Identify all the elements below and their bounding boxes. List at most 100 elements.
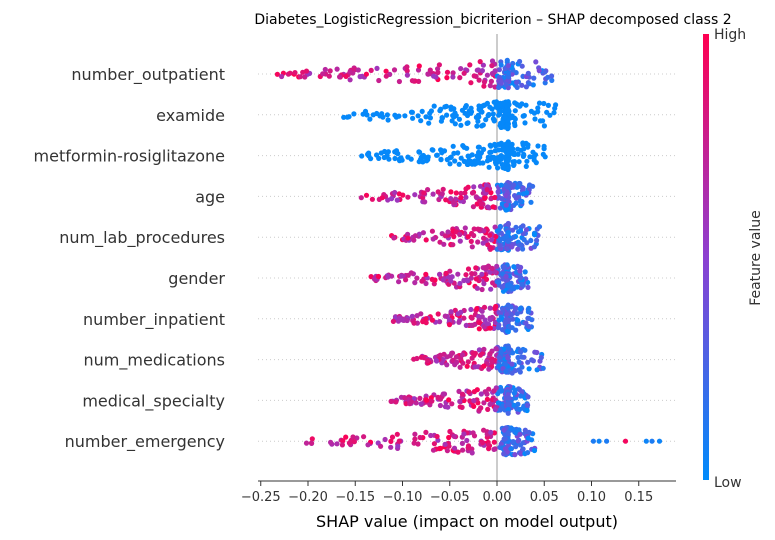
shap-dot <box>524 158 530 164</box>
shap-dot <box>396 78 402 85</box>
shap-dot <box>536 68 542 74</box>
shap-dot <box>389 434 396 440</box>
shap-dot <box>484 396 490 402</box>
shap-dot <box>467 62 473 68</box>
shap-dot <box>466 389 472 395</box>
shap-dot <box>340 438 346 444</box>
shap-dot <box>474 123 480 129</box>
shap-dot <box>448 154 454 160</box>
shap-dot <box>457 75 463 81</box>
feature-row-dots <box>359 139 548 173</box>
shap-dot <box>509 361 515 367</box>
shap-dot <box>400 192 406 198</box>
shap-dot <box>541 100 547 107</box>
shap-dot <box>480 122 486 128</box>
shap-dot <box>419 108 425 114</box>
shap-dot <box>402 113 408 119</box>
x-tick-label: 0.10 <box>577 490 606 505</box>
feature-row-dots <box>303 425 663 458</box>
shap-dot <box>423 320 429 326</box>
shap-dot <box>351 111 357 117</box>
shap-dot <box>477 59 483 65</box>
feature-label: medical_specialty <box>82 391 225 411</box>
shap-dot <box>368 156 374 162</box>
shap-dot <box>341 114 347 120</box>
shap-dot <box>457 280 463 287</box>
shap-dot <box>481 427 487 433</box>
shap-dot <box>508 304 514 310</box>
shap-dot <box>476 313 482 320</box>
shap-dot <box>479 314 485 320</box>
shap-dot <box>384 112 390 118</box>
shap-dot <box>505 329 511 335</box>
shap-dot <box>542 69 548 75</box>
shap-dot <box>334 66 340 72</box>
shap-dot <box>525 359 531 365</box>
shap-dot <box>505 157 511 163</box>
shap-dot <box>457 231 463 237</box>
shap-dot <box>458 122 464 128</box>
feature-row-dots <box>358 180 536 213</box>
shap-dot <box>463 186 469 192</box>
shap-dot <box>486 366 492 372</box>
shap-dot <box>420 230 426 236</box>
shap-dot <box>547 112 553 118</box>
shap-dot <box>483 117 489 123</box>
shap-dot <box>434 433 440 440</box>
shap-dot <box>461 70 467 76</box>
shap-dot <box>361 434 367 440</box>
shap-dot <box>485 406 491 412</box>
shap-dot <box>490 204 496 210</box>
shap-dot <box>523 102 529 108</box>
shap-dot <box>395 151 401 157</box>
shap-dot <box>400 317 406 323</box>
shap-dot <box>456 319 462 325</box>
shap-dot <box>448 196 454 202</box>
shap-dot <box>498 388 504 394</box>
shap-dot <box>512 151 518 157</box>
shap-dot <box>423 237 429 243</box>
shap-dot <box>303 440 310 446</box>
shap-dot <box>478 391 484 397</box>
shap-dot <box>464 437 470 444</box>
shap-dot <box>496 354 502 360</box>
shap-dot <box>355 67 361 73</box>
shap-dot <box>499 327 506 333</box>
shap-dot <box>518 275 524 281</box>
feature-row-dots <box>389 220 543 253</box>
shap-dot <box>502 446 508 452</box>
shap-dot <box>510 316 516 322</box>
shap-dot <box>517 306 523 312</box>
shap-dot <box>495 165 501 171</box>
shap-dot <box>467 398 473 404</box>
shap-dot <box>515 401 521 407</box>
feature-label: number_outpatient <box>71 65 225 85</box>
shap-dot <box>499 119 505 125</box>
shap-dot <box>412 233 418 239</box>
shap-dot <box>491 439 497 445</box>
shap-dot <box>530 149 536 155</box>
shap-dot <box>525 435 531 441</box>
shap-dot <box>363 192 370 198</box>
shap-dot <box>526 366 532 372</box>
shap-dot <box>478 405 484 411</box>
shap-dot <box>519 63 525 69</box>
x-tick-label: −0.25 <box>241 490 281 505</box>
shap-dot <box>487 232 493 238</box>
shap-dot <box>461 431 467 437</box>
shap-dot <box>412 192 418 198</box>
shap-dot <box>366 150 372 156</box>
shap-dot <box>522 269 528 275</box>
beeswarm-dots <box>274 57 663 458</box>
shap-dot <box>553 102 559 108</box>
shap-dot <box>514 84 520 90</box>
x-tick-label: 0.00 <box>483 490 512 505</box>
feature-label: gender <box>168 269 225 288</box>
shap-dot <box>408 270 414 276</box>
shap-dot <box>465 266 472 272</box>
shap-dot <box>446 443 452 449</box>
shap-dot <box>504 184 510 190</box>
shap-dot <box>451 234 457 240</box>
feature-row-dots <box>388 384 531 416</box>
